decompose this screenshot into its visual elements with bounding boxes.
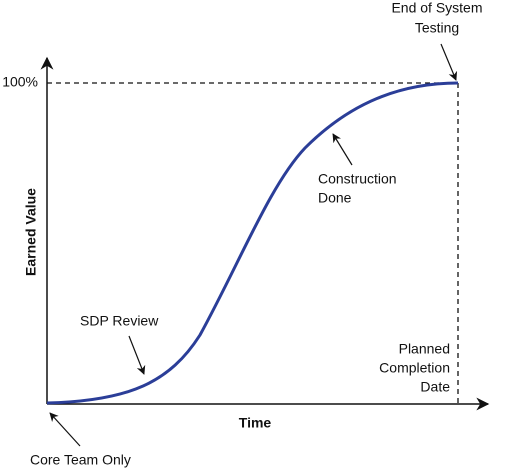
annotation: End of System	[391, 0, 482, 16]
annotation: Planned	[399, 341, 450, 357]
annotation: Construction	[318, 171, 397, 187]
arrow	[440, 43, 458, 81]
annotation: SDP Review	[80, 313, 159, 329]
arrow	[49, 412, 81, 447]
x-axis-label: Time	[239, 415, 272, 431]
arrow	[128, 335, 146, 375]
y-axis-label: Earned Value	[23, 188, 39, 276]
annotation: Testing	[415, 20, 459, 36]
annotation: Done	[318, 190, 352, 206]
annotation: Completion	[379, 360, 450, 376]
annotation: Date	[420, 379, 450, 395]
top-mark: 100%	[2, 74, 38, 90]
arrow	[332, 133, 353, 166]
annotation: Core Team Only	[30, 452, 131, 468]
s-curve	[46, 81, 459, 405]
